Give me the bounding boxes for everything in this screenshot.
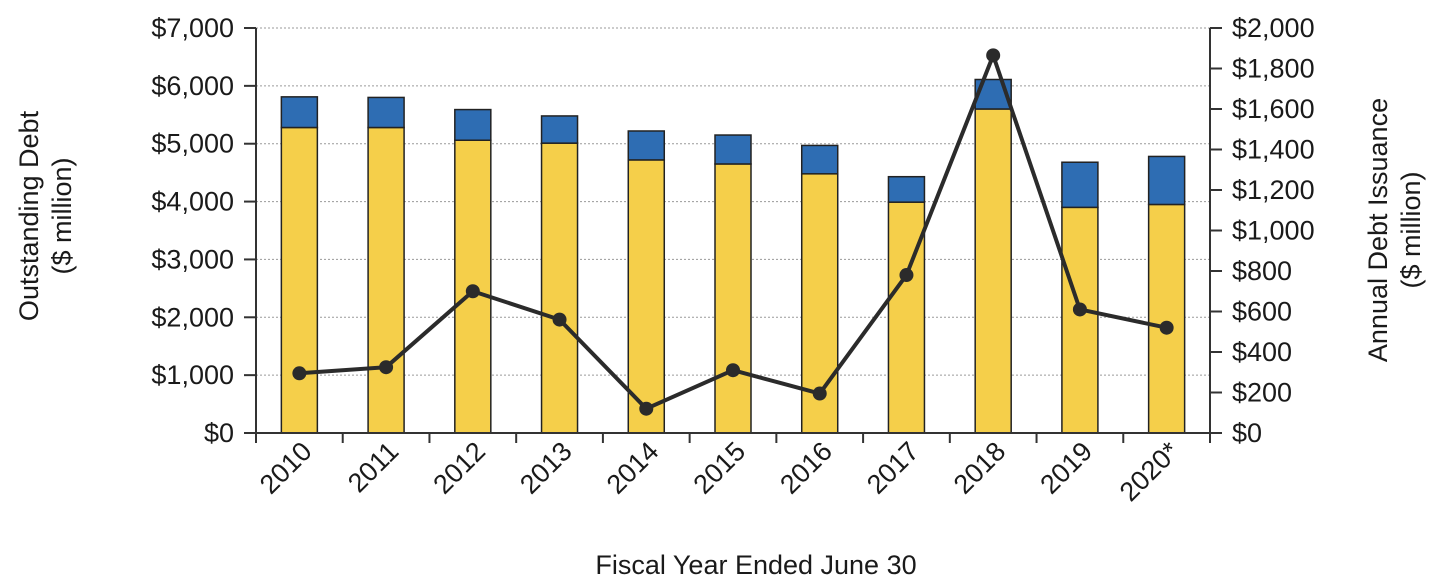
bar-segment-lower <box>367 126 405 434</box>
bar-segment-lower <box>1061 206 1099 434</box>
right-axis-ticks: $0 $200 $400 $600 $800 $1,000 $1,200 $1,400 $1,6… <box>1232 13 1315 448</box>
bars <box>280 78 1186 434</box>
issuance-point <box>639 401 654 416</box>
bar-segment-upper <box>887 175 926 203</box>
issuance-point <box>379 360 394 375</box>
bar-segment-upper <box>714 134 752 165</box>
x-axis-title: Fiscal Year Ended June 30 <box>595 550 916 580</box>
left-tick-label: $5,000 <box>151 129 234 159</box>
bar-segment-upper <box>367 96 405 129</box>
left-tick-label: $2,000 <box>151 302 234 332</box>
issuance-point <box>1072 302 1087 317</box>
x-tick-label: 2014 <box>601 436 665 500</box>
bar-segment-lower <box>714 163 752 434</box>
bar-segment-upper <box>280 96 319 129</box>
bar-segment-upper <box>627 130 666 161</box>
right-axis-title-line1: Annual Debt Issuance <box>1363 98 1393 362</box>
issuance-point <box>726 363 740 378</box>
x-tick-label: 2013 <box>514 436 578 500</box>
right-tick-label: $2,000 <box>1232 13 1315 43</box>
issuance-point <box>292 366 307 381</box>
issuance-line <box>292 48 1174 416</box>
x-tick-label: 2020* <box>1114 436 1185 507</box>
issuance-point <box>1159 320 1174 335</box>
issuance-point <box>986 48 1001 63</box>
right-tick-label: $400 <box>1232 337 1292 367</box>
issuance-point <box>552 312 567 327</box>
x-tick-label: 2015 <box>688 436 752 500</box>
x-tick-label: 2017 <box>861 436 925 500</box>
right-tick-label: $800 <box>1232 256 1292 286</box>
left-axis-title-line2: ($ million) <box>47 157 77 274</box>
x-tick-label: 2012 <box>427 436 491 500</box>
issuance-point <box>899 268 914 283</box>
left-axis-ticks: $0 $1,000 $2,000 $3,000 $4,000 $5,000 $6,000 $7… <box>151 13 234 448</box>
bar-segment-upper <box>454 108 492 141</box>
right-axis-title-line2: ($ million) <box>1396 171 1426 288</box>
bar-segment-lower <box>887 201 926 434</box>
left-tick-label: $7,000 <box>151 13 234 43</box>
x-tick-label: 2016 <box>774 436 838 500</box>
bar-segment-upper <box>540 115 579 144</box>
bar-segment-upper <box>1061 161 1099 209</box>
right-tick-label: $1,000 <box>1232 216 1315 246</box>
left-tick-label: $4,000 <box>151 187 234 217</box>
bar-segment-upper <box>1147 155 1186 206</box>
left-tick-label: $0 <box>204 418 234 448</box>
x-tick-label: 2010 <box>254 436 318 500</box>
bar-segment-lower <box>540 142 579 434</box>
left-tick-label: $1,000 <box>151 360 234 390</box>
right-tick-label: $0 <box>1232 418 1262 448</box>
bar-segment-upper <box>800 144 839 175</box>
right-tick-label: $1,400 <box>1232 135 1315 165</box>
x-tick-label: 2018 <box>948 436 1012 500</box>
right-tick-label: $1,200 <box>1232 175 1315 205</box>
right-tick-label: $1,600 <box>1232 94 1315 124</box>
right-tick-label: $200 <box>1232 378 1292 408</box>
x-tick-label: 2019 <box>1034 436 1098 500</box>
issuance-point <box>812 386 827 401</box>
axes <box>244 27 1222 443</box>
left-tick-label: $6,000 <box>151 71 234 101</box>
x-axis-ticks: 2010 2011 2012 2013 2014 2015 2016 2017 2018 2019… <box>254 436 1185 507</box>
x-tick-label: 2011 <box>342 436 404 498</box>
right-tick-label: $600 <box>1232 297 1292 327</box>
issuance-point <box>465 284 480 299</box>
bar-segment-lower <box>974 108 1012 434</box>
bar-segment-lower <box>1147 203 1186 434</box>
right-tick-label: $1,800 <box>1232 54 1315 84</box>
bar-segment-lower <box>627 159 666 434</box>
left-tick-label: $3,000 <box>151 244 234 274</box>
left-axis-title-line1: Outstanding Debt <box>14 110 44 321</box>
bar-segment-lower <box>280 126 319 434</box>
